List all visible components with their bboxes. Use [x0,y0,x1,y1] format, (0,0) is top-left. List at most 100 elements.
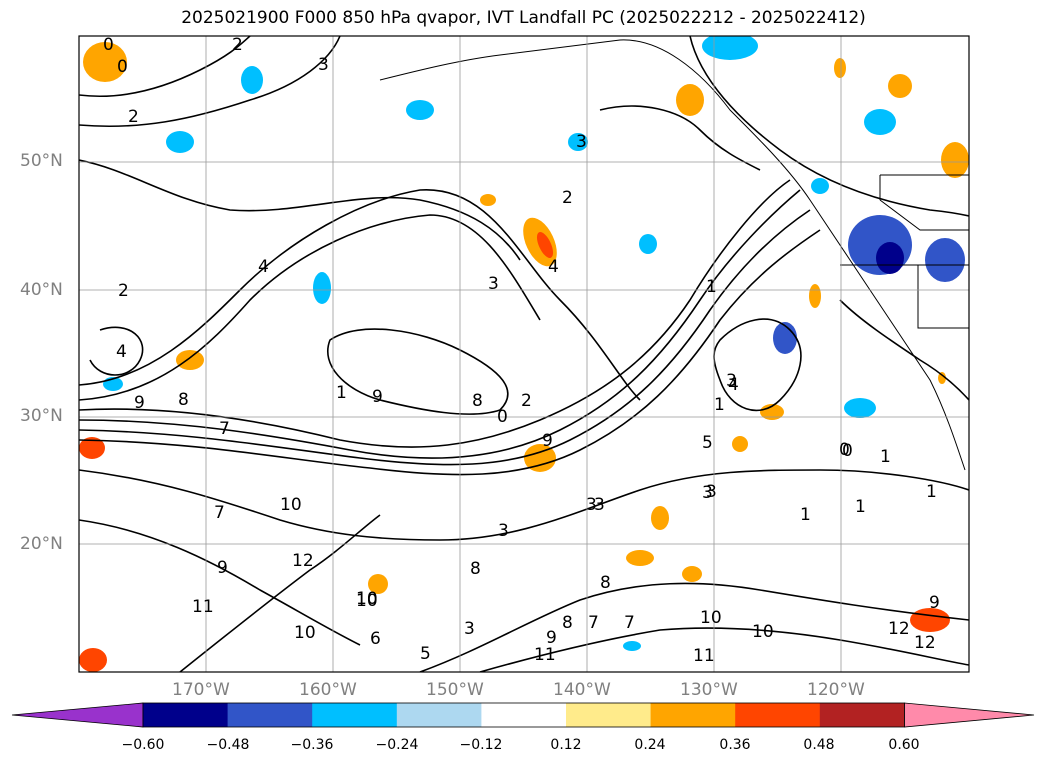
colorbar-segment [396,703,482,727]
contour-label: 3 [702,483,713,503]
contour-label: 1 [714,395,725,415]
contour-label: 7 [219,419,230,439]
contour-label: 9 [217,558,228,578]
map-title: 2025021900 F000 850 hPa qvapor, IVT Land… [181,8,866,28]
contour-label: 4 [728,375,739,395]
contour-label: 3 [464,619,475,639]
lat-label: 50°N [20,151,63,171]
contour-label: 3 [576,132,587,152]
contour-label: 6 [370,629,381,649]
colorbar-segment [566,703,652,727]
contour-label: 11 [534,645,556,665]
contour-label: 3 [586,495,597,515]
colorbar-tick-label: 0.12 [550,737,582,753]
colorbar-tick-label: −0.24 [375,737,419,753]
contour-label: 11 [693,646,715,666]
colorbar-tick-label: −0.48 [206,737,250,753]
contour-label: 1 [926,482,937,502]
colorbar-tick-label: 0.36 [719,737,751,753]
colorbar-segment [312,703,398,727]
contour-label: 11 [192,597,214,617]
lat-label: 40°N [20,280,63,300]
map-background [79,36,969,672]
contour-label: 12 [888,619,910,639]
contour-label: 5 [702,433,713,453]
contour-label: 8 [472,391,483,411]
colorbar-tick-label: 0.48 [803,737,835,753]
contour-label: 0 [842,441,853,461]
colorbar-tick-label: 0.60 [888,737,920,753]
contour-label: 1 [336,383,347,403]
lat-label: 30°N [20,406,63,426]
contour-label: 2 [521,391,532,411]
contour-label: 10 [280,495,302,515]
coastline [379,39,969,471]
qvapor-anomaly-shading [79,36,969,672]
contour-label: 9 [134,393,145,413]
contour-label: 1 [706,277,717,297]
colorbar-segment [735,703,821,727]
contour-label: 7 [624,613,635,633]
lon-label: 120°W [807,680,865,700]
contour-label: 3 [706,482,717,502]
ivt-contours [79,36,969,672]
contour-label: 4 [548,257,559,277]
contour-label: 7 [588,613,599,633]
contour-label: 0 [497,407,508,427]
lon-label: 130°W [680,680,738,700]
map-gridlines [79,36,969,672]
contour-label: 9 [372,387,383,407]
contour-label: 10 [752,622,774,642]
contour-label: 9 [929,593,940,613]
contour-label: 3 [594,495,605,515]
contour-label: 0 [103,35,114,55]
lon-label: 160°W [299,680,357,700]
contour-label: 9 [546,628,557,648]
contour-label: 10 [294,623,316,643]
contour-label: 10 [356,589,378,609]
contour-label: 0 [839,440,850,460]
contour-label: 1 [855,497,866,517]
contour-label: 4 [258,257,269,277]
colorbar-frame [142,702,905,728]
contour-label: 8 [178,390,189,410]
contour-label: 12 [914,633,936,653]
contour-label: 10 [700,608,722,628]
colorbar-segment [143,703,229,727]
colorbar-segment [481,703,567,727]
contour-label: 8 [470,559,481,579]
contour-label: 3 [318,55,329,75]
contour-label: 3 [726,371,737,391]
contour-label: 10 [356,591,378,611]
contour-label: 5 [420,644,431,664]
colorbar-tick-label: −0.36 [290,737,334,753]
lon-label: 170°W [172,680,230,700]
contour-label: 2 [128,107,139,127]
contour-label: 2 [232,35,243,55]
colorbar-tick-label: 0.24 [634,737,666,753]
colorbar-segment [650,703,736,727]
lat-label: 20°N [20,534,63,554]
contour-label: 9 [542,431,553,451]
lon-label: 150°W [426,680,484,700]
contour-label: 1 [800,505,811,525]
map-frame [78,35,970,673]
colorbar-segment [819,703,905,727]
contour-label: 8 [600,573,611,593]
contour-label: 2 [562,188,573,208]
contour-label: 3 [488,274,499,294]
colorbar-extend-high [904,702,1035,728]
contour-label: 2 [118,281,129,301]
colorbar-tick-label: −0.60 [121,737,165,753]
lon-label: 140°W [553,680,611,700]
contour-label: 8 [562,613,573,633]
contour-label: 12 [292,551,314,571]
contour-label: 0 [117,57,128,77]
colorbar-segment [227,703,313,727]
contour-label: 7 [214,503,225,523]
colorbar-extend-low [11,702,144,728]
contour-label: 1 [880,447,891,467]
